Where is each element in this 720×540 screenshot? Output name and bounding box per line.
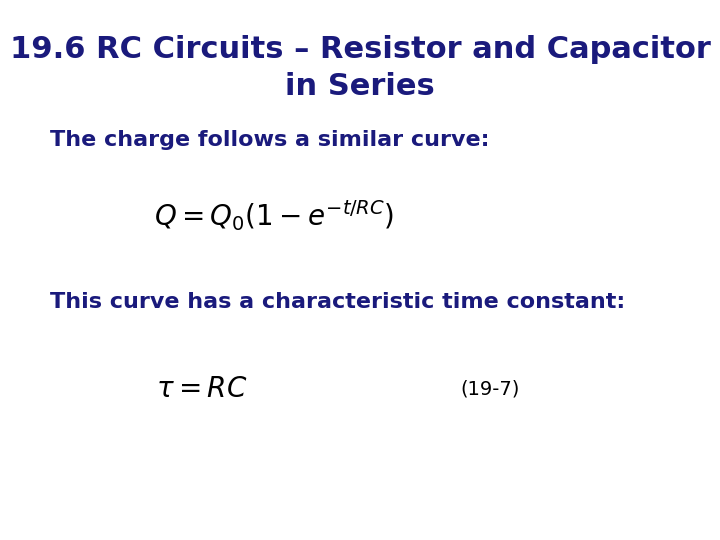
Text: $\tau = RC$: $\tau = RC$ xyxy=(156,375,247,403)
Text: (19-7): (19-7) xyxy=(460,379,519,399)
Text: The charge follows a similar curve:: The charge follows a similar curve: xyxy=(50,130,490,151)
Text: This curve has a characteristic time constant:: This curve has a characteristic time con… xyxy=(50,292,626,313)
Text: $Q = Q_0(1 - e^{-t/RC})$: $Q = Q_0(1 - e^{-t/RC})$ xyxy=(153,199,394,233)
Text: 19.6 RC Circuits – Resistor and Capacitor
in Series: 19.6 RC Circuits – Resistor and Capacito… xyxy=(9,35,711,101)
